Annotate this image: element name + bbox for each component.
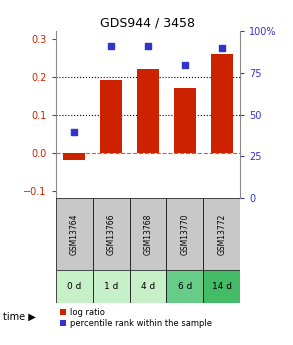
Bar [93, 270, 130, 303]
Bar [56, 270, 93, 303]
Bar [93, 198, 130, 270]
Legend: log ratio, percentile rank within the sample: log ratio, percentile rank within the sa… [60, 307, 212, 328]
Bar [166, 270, 203, 303]
Text: GSM13770: GSM13770 [180, 213, 189, 255]
Point [72, 129, 76, 135]
Text: 14 d: 14 d [212, 282, 232, 291]
Text: 1 d: 1 d [104, 282, 118, 291]
Text: 0 d: 0 d [67, 282, 81, 291]
Point [183, 62, 187, 68]
Bar [130, 270, 166, 303]
Text: time ▶: time ▶ [3, 312, 36, 322]
Bar [203, 198, 240, 270]
Bar [63, 152, 85, 160]
Title: GDS944 / 3458: GDS944 / 3458 [100, 17, 195, 30]
Text: GSM13764: GSM13764 [70, 213, 79, 255]
Bar [56, 198, 93, 270]
Bar [166, 198, 203, 270]
Bar [203, 270, 240, 303]
Bar [100, 80, 122, 152]
Text: GSM13766: GSM13766 [107, 213, 115, 255]
Text: 6 d: 6 d [178, 282, 192, 291]
Text: GSM13768: GSM13768 [144, 213, 152, 255]
Bar [211, 54, 233, 152]
Point [219, 46, 224, 51]
Bar [130, 198, 166, 270]
Bar [137, 69, 159, 152]
Bar [174, 88, 196, 152]
Point [109, 43, 113, 49]
Text: 4 d: 4 d [141, 282, 155, 291]
Point [146, 43, 150, 49]
Text: GSM13772: GSM13772 [217, 213, 226, 255]
